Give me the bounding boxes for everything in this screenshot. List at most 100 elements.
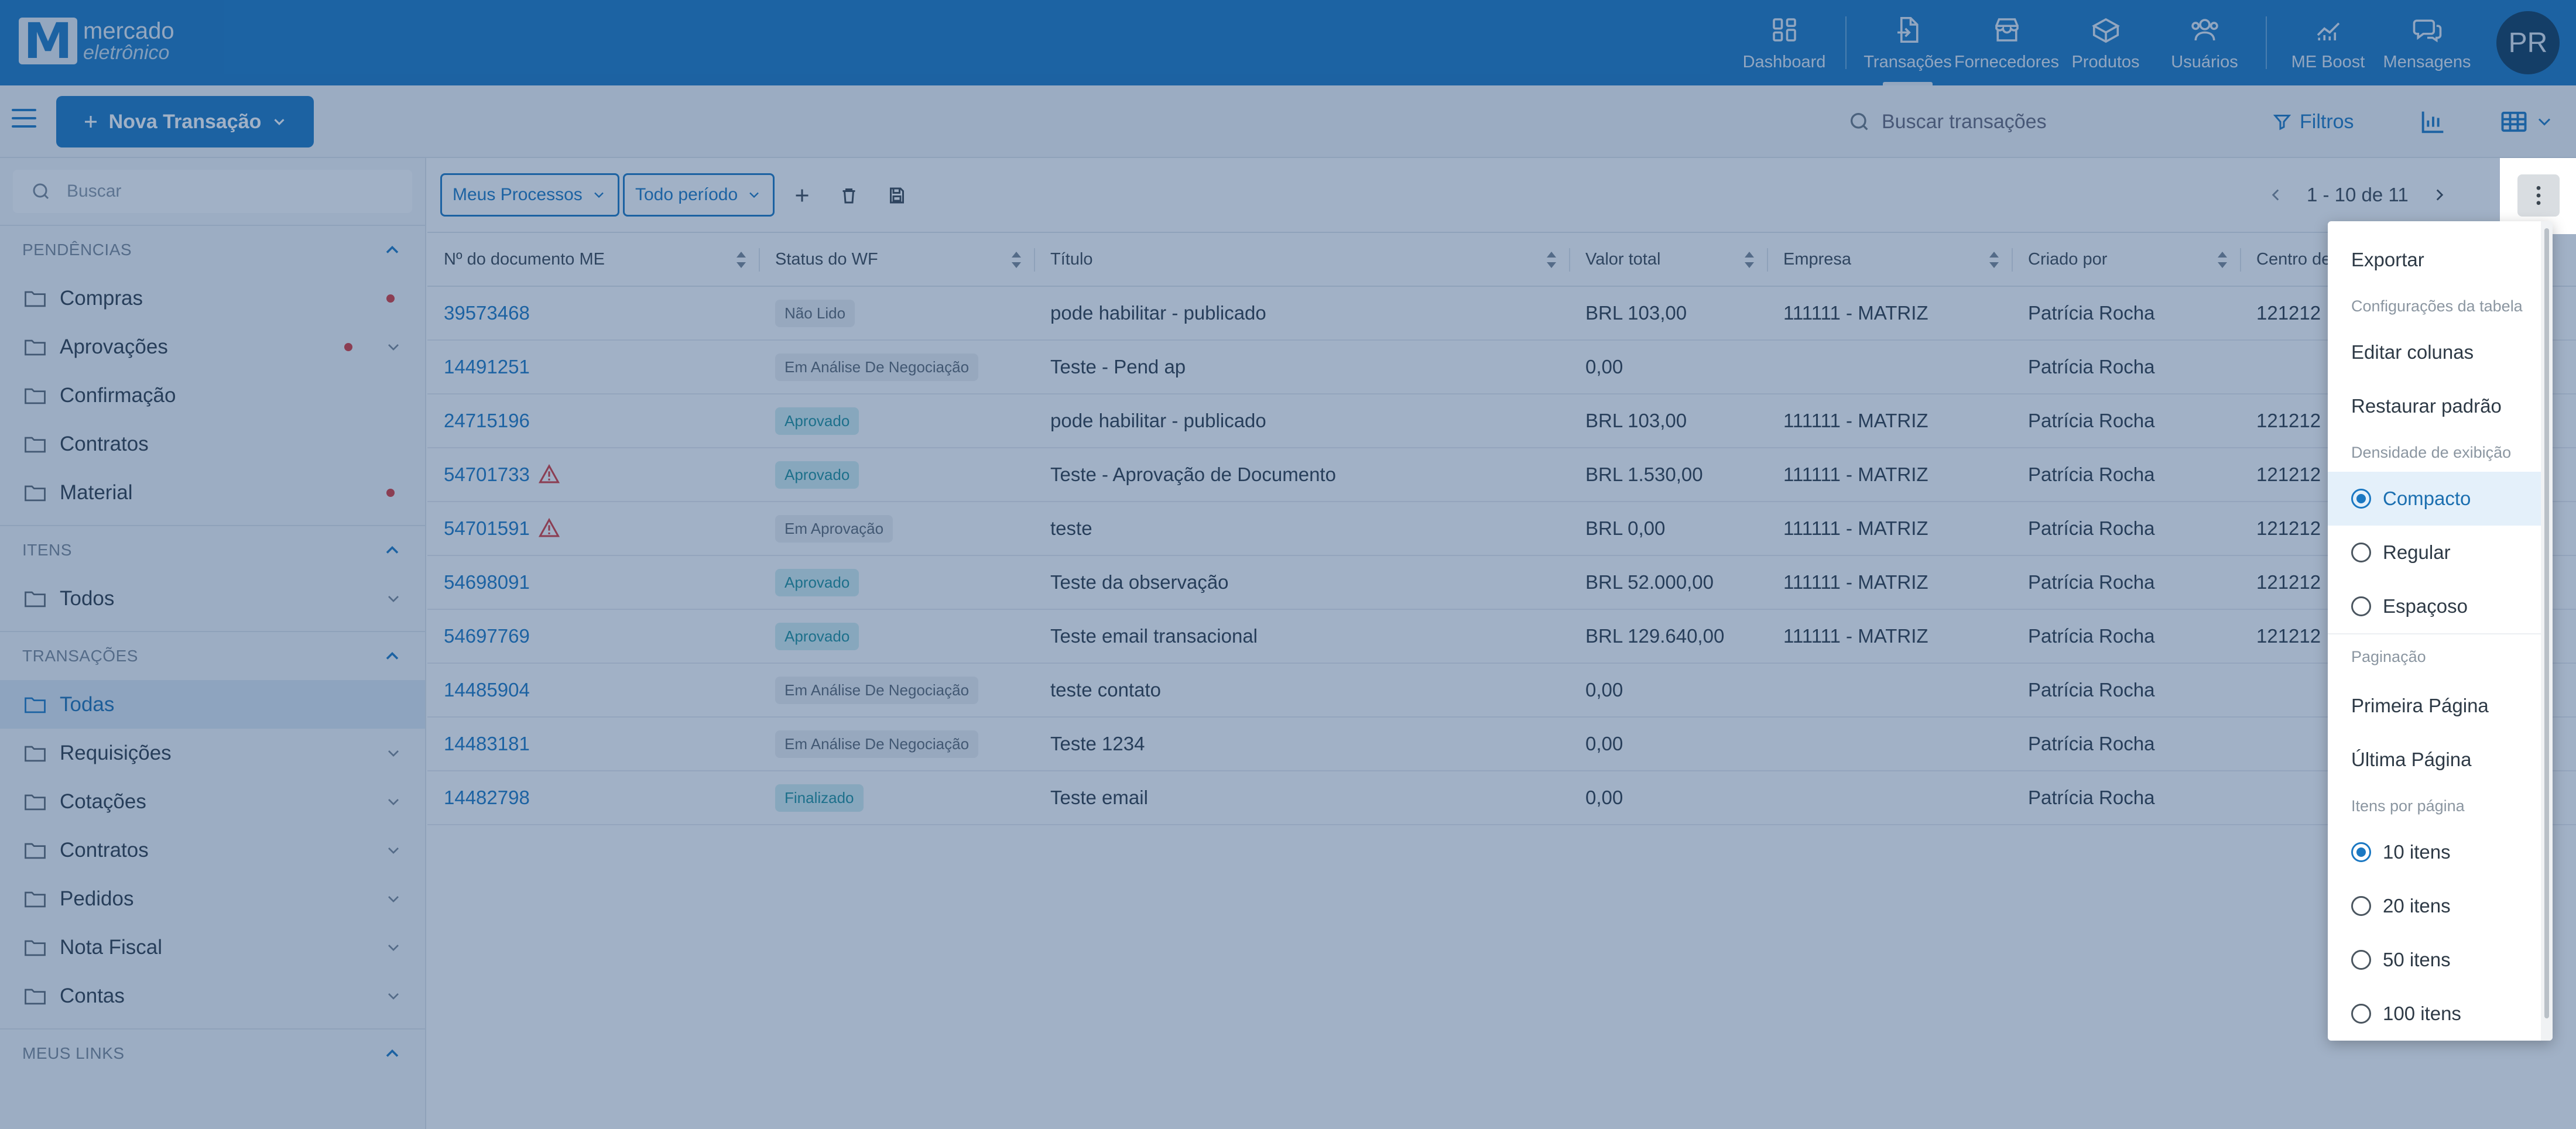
nav-transacoes[interactable]: Transações bbox=[1864, 0, 1952, 85]
nav-label: Usuários bbox=[2171, 52, 2238, 71]
menu-toggle-icon[interactable] bbox=[12, 109, 36, 133]
chevron-down-icon[interactable] bbox=[2534, 107, 2555, 137]
logo[interactable]: M mercado eletrônico bbox=[19, 16, 174, 66]
nav-usuarios[interactable]: Usuários bbox=[2162, 0, 2247, 85]
nav-me-boost[interactable]: ME Boost bbox=[2286, 0, 2371, 85]
nav-fornecedores[interactable]: Fornecedores bbox=[1954, 0, 2059, 85]
add-filter-icon[interactable] bbox=[792, 185, 813, 206]
sidebar-item-pedidos[interactable]: Pedidos bbox=[0, 874, 425, 923]
filters-button[interactable]: Filtros bbox=[2272, 97, 2354, 146]
density-option-compacto[interactable]: Compacto bbox=[2328, 472, 2553, 526]
per-page-option-100[interactable]: 100 itens bbox=[2328, 987, 2553, 1041]
value-cell: BRL 103,00 bbox=[1569, 394, 1767, 448]
chevron-right-icon[interactable] bbox=[2430, 185, 2450, 205]
sidebar-item-nota-fiscal[interactable]: Nota Fiscal bbox=[0, 923, 425, 972]
menu-item-export[interactable]: Exportar bbox=[2351, 249, 2424, 270]
section-transacoes[interactable]: TRANSAÇÕES bbox=[0, 631, 425, 680]
menu-item-edit-columns[interactable]: Editar colunas bbox=[2351, 341, 2474, 363]
section-pendencias[interactable]: PENDÊNCIAS bbox=[0, 225, 425, 274]
more-options-button[interactable] bbox=[2517, 174, 2560, 217]
doc-link[interactable]: 14483181 bbox=[427, 717, 759, 771]
per-page-option-50[interactable]: 50 itens bbox=[2328, 933, 2553, 987]
doc-link[interactable]: 39573468 bbox=[427, 286, 759, 341]
sidebar-item-todos[interactable]: Todos bbox=[0, 574, 425, 623]
doc-link[interactable]: 54697769 bbox=[427, 609, 759, 664]
sidebar-item-aprovacoes[interactable]: Aprovações bbox=[0, 322, 425, 371]
filters-label: Filtros bbox=[2300, 110, 2354, 133]
nav-mensagens[interactable]: Mensagens bbox=[2383, 0, 2471, 85]
title-cell: Teste email transacional bbox=[1034, 609, 1569, 664]
density-option-espacoso[interactable]: Espaçoso bbox=[2328, 579, 2553, 633]
sidebar-item-cotacoes[interactable]: Cotações bbox=[0, 777, 425, 826]
column-header[interactable]: Empresa bbox=[1767, 233, 2012, 287]
section-meus-links[interactable]: MEUS LINKS bbox=[0, 1028, 425, 1077]
sidebar-item-contratos[interactable]: Contratos bbox=[0, 826, 425, 874]
sidebar-item-contratos-pendentes[interactable]: Contratos bbox=[0, 420, 425, 468]
per-page-label: 10 itens bbox=[2383, 841, 2451, 863]
sidebar-item-material[interactable]: Material bbox=[0, 468, 425, 517]
period-filter-dropdown[interactable]: Todo período bbox=[623, 173, 775, 217]
doc-link[interactable]: 14485904 bbox=[427, 663, 759, 718]
column-header[interactable]: Título bbox=[1034, 233, 1569, 287]
doc-link[interactable]: 54698091 bbox=[427, 555, 759, 610]
column-header[interactable]: Valor total bbox=[1569, 233, 1767, 287]
per-page-option-20[interactable]: 20 itens bbox=[2328, 879, 2553, 933]
process-filter-dropdown[interactable]: Meus Processos bbox=[440, 173, 619, 217]
new-transaction-label: Nova Transação bbox=[108, 110, 262, 133]
folder-icon bbox=[25, 697, 46, 713]
table-row[interactable]: 54697769 Aprovado Teste email transacion… bbox=[427, 609, 2576, 664]
column-header[interactable]: Nº do documento ME bbox=[427, 233, 759, 287]
search-placeholder: Buscar transações bbox=[1882, 110, 2047, 133]
company-cell bbox=[1767, 717, 2012, 771]
table-row[interactable]: 14483181 Em Análise De Negociação Teste … bbox=[427, 717, 2576, 771]
trash-icon[interactable] bbox=[838, 185, 859, 206]
save-icon[interactable] bbox=[886, 185, 907, 206]
table-row[interactable]: 14491251 Em Análise De Negociação Teste … bbox=[427, 340, 2576, 394]
chevron-up-icon bbox=[386, 245, 399, 253]
section-title: PENDÊNCIAS bbox=[22, 241, 132, 259]
table-row[interactable]: 24715196 Aprovado pode habilitar - publi… bbox=[427, 394, 2576, 448]
sidebar-item-compras[interactable]: Compras bbox=[0, 274, 425, 322]
table-row[interactable]: 54701733 Aprovado Teste - Aprovação de D… bbox=[427, 448, 2576, 502]
doc-link[interactable]: 14482798 bbox=[427, 771, 759, 825]
user-avatar[interactable]: PR bbox=[2496, 11, 2560, 74]
sidebar-item-confirmacao[interactable]: Confirmação bbox=[0, 371, 425, 420]
menu-scrollbar[interactable] bbox=[2541, 221, 2553, 1041]
section-itens[interactable]: ITENS bbox=[0, 525, 425, 574]
menu-item-last-page[interactable]: Última Página bbox=[2351, 749, 2472, 770]
sidebar-item-todas[interactable]: Todas bbox=[0, 680, 425, 729]
new-transaction-button[interactable]: Nova Transação bbox=[56, 96, 314, 147]
per-page-label: 50 itens bbox=[2383, 949, 2451, 970]
density-option-regular[interactable]: Regular bbox=[2328, 526, 2553, 579]
sidebar-item-requisicoes[interactable]: Requisições bbox=[0, 729, 425, 777]
table-row[interactable]: 54698091 Aprovado Teste da observação BR… bbox=[427, 555, 2576, 610]
transaction-search-input[interactable]: Buscar transações bbox=[1832, 97, 2236, 146]
table-view-icon[interactable] bbox=[2499, 107, 2529, 137]
density-label: Espaçoso bbox=[2383, 595, 2468, 617]
chevron-down-icon bbox=[388, 750, 399, 757]
column-header[interactable]: Status do WF bbox=[759, 233, 1034, 287]
creator-cell: Patrícia Rocha bbox=[2012, 717, 2240, 771]
chart-view-icon[interactable] bbox=[2418, 107, 2448, 137]
value-cell: BRL 52.000,00 bbox=[1569, 555, 1767, 610]
menu-item-first-page[interactable]: Primeira Página bbox=[2351, 695, 2489, 716]
column-header[interactable]: Criado por bbox=[2012, 233, 2240, 287]
status-badge: Em Análise De Negociação bbox=[775, 676, 979, 704]
nav-produtos[interactable]: Produtos bbox=[2063, 0, 2148, 85]
sidebar-search-input[interactable]: Buscar bbox=[13, 170, 412, 213]
nav-dashboard[interactable]: Dashboard bbox=[1742, 0, 1827, 85]
sidebar-item-contas[interactable]: Contas bbox=[0, 972, 425, 1020]
doc-link[interactable]: 54701591 bbox=[444, 517, 530, 539]
table-row[interactable]: 14482798 Finalizado Teste email 0,00 Pat… bbox=[427, 771, 2576, 825]
value-cell: BRL 129.640,00 bbox=[1569, 609, 1767, 664]
table-row[interactable]: 14485904 Em Análise De Negociação teste … bbox=[427, 663, 2576, 718]
table-row[interactable]: 39573468 Não Lido pode habilitar - publi… bbox=[427, 286, 2576, 341]
chevron-left-icon[interactable] bbox=[2266, 185, 2286, 205]
menu-item-restore-default[interactable]: Restaurar padrão bbox=[2351, 395, 2502, 417]
table-row[interactable]: 54701591 Em Aprovação teste BRL 0,00 111… bbox=[427, 502, 2576, 556]
doc-link[interactable]: 24715196 bbox=[427, 394, 759, 448]
pagination: 1 - 10 de 11 bbox=[2266, 173, 2523, 217]
doc-link[interactable]: 54701733 bbox=[444, 464, 530, 485]
per-page-option-10[interactable]: 10 itens bbox=[2328, 825, 2553, 879]
doc-link[interactable]: 14491251 bbox=[427, 340, 759, 394]
